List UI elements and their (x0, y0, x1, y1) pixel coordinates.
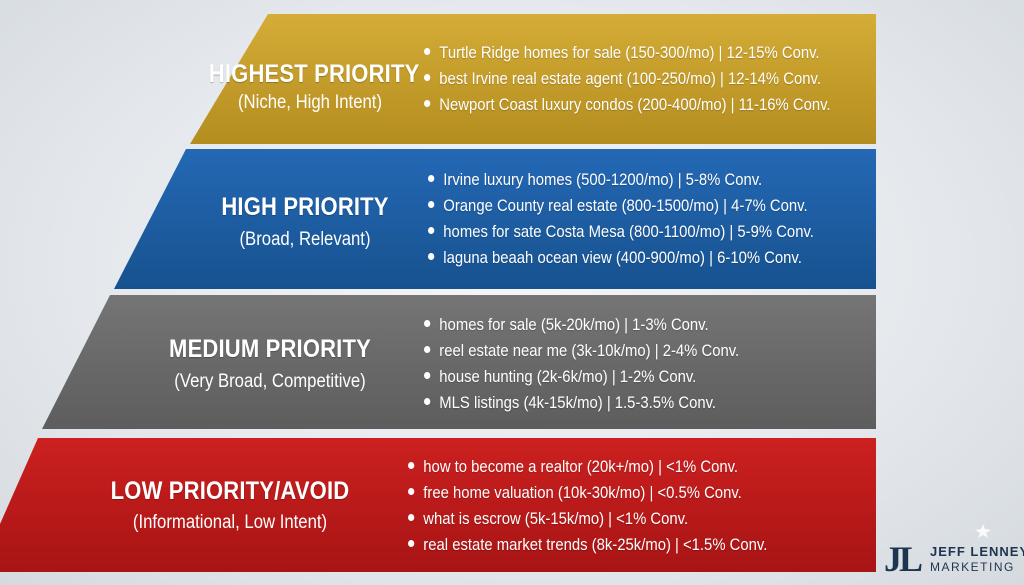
keyword-list: Irvine luxury homes (500-1200/mo) | 5-8%… (428, 167, 857, 271)
tier-medium-priority-band (42, 295, 876, 429)
logo-star-icon (975, 524, 991, 538)
keyword-text: homes for sate Costa Mesa (800-1100/mo) … (443, 223, 814, 241)
bullet-icon (424, 48, 431, 56)
bullet-icon (408, 462, 415, 470)
keyword-text: Turtle Ridge homes for sale (150-300/mo)… (439, 44, 820, 62)
keyword-item: what is escrow (5k-15k/mo) | <1% Conv. (408, 506, 767, 532)
logo-name: JEFF LENNEY (930, 544, 1024, 559)
bullet-icon (408, 514, 415, 522)
keyword-text: Newport Coast luxury condos (200-400/mo)… (439, 96, 831, 114)
keyword-list: how to become a realtor (20k+/mo) | <1% … (408, 454, 807, 558)
keyword-item: homes for sate Costa Mesa (800-1100/mo) … (428, 219, 814, 245)
keyword-item: best Irvine real estate agent (100-250/m… (424, 66, 831, 92)
keyword-item: laguna beaah ocean view (400-900/mo) | 6… (428, 245, 814, 271)
keyword-text: Orange County real estate (800-1500/mo) … (443, 197, 808, 215)
tier-medium-priority: MEDIUM PRIORITY (Very Broad, Competitive… (0, 295, 1024, 429)
keyword-text: MLS listings (4k-15k/mo) | 1.5-3.5% Conv… (439, 394, 717, 412)
tier-title: LOW PRIORITY/AVOID (110, 477, 350, 505)
keyword-text: free home valuation (10k-30k/mo) | <0.5%… (423, 484, 742, 502)
keyword-text: real estate market trends (8k-25k/mo) | … (423, 536, 768, 554)
keyword-text: laguna beaah ocean view (400-900/mo) | 6… (443, 249, 802, 267)
bullet-icon (424, 320, 431, 328)
bullet-icon (428, 201, 435, 209)
tier-high-priority: HIGH PRIORITY (Broad, Relevant) Irvine l… (0, 149, 1024, 289)
tier-highest-priority-band (190, 14, 876, 144)
bullet-icon (428, 227, 435, 235)
brand-logo: JL JEFF LENNEY MARKETING (884, 524, 1024, 580)
tier-subtitle: (Broad, Relevant) (239, 229, 371, 250)
tier-subtitle: (Informational, Low Intent) (132, 512, 328, 533)
keyword-item: Orange County real estate (800-1500/mo) … (428, 193, 814, 219)
keyword-item: homes for sale (5k-20k/mo) | 1-3% Conv. (424, 312, 739, 338)
keyword-text: how to become a realtor (20k+/mo) | <1% … (423, 458, 739, 476)
tier-low-priority-band (0, 438, 876, 572)
tier-highest-priority: HIGHEST PRIORITY (Niche, High Intent) Tu… (0, 14, 1024, 144)
bullet-icon (408, 540, 415, 548)
keyword-text: house hunting (2k-6k/mo) | 1-2% Conv. (439, 368, 697, 386)
keyword-text: Irvine luxury homes (500-1200/mo) | 5-8%… (443, 171, 763, 189)
keyword-item: real estate market trends (8k-25k/mo) | … (408, 532, 767, 558)
bullet-icon (408, 488, 415, 496)
keyword-item: MLS listings (4k-15k/mo) | 1.5-3.5% Conv… (424, 390, 739, 416)
keyword-item: Turtle Ridge homes for sale (150-300/mo)… (424, 40, 831, 66)
keyword-list: homes for sale (5k-20k/mo) | 1-3% Conv. … (424, 312, 774, 416)
bullet-icon (424, 100, 431, 108)
bullet-icon (424, 372, 431, 380)
tier-title: MEDIUM PRIORITY (169, 335, 371, 363)
tier-low-priority: LOW PRIORITY/AVOID (Informational, Low I… (0, 438, 1024, 572)
keyword-item: Newport Coast luxury condos (200-400/mo)… (424, 92, 831, 118)
bullet-icon (424, 346, 431, 354)
keyword-item: Irvine luxury homes (500-1200/mo) | 5-8%… (428, 167, 814, 193)
keyword-item: reel estate near me (3k-10k/mo) | 2-4% C… (424, 338, 739, 364)
keyword-text: homes for sale (5k-20k/mo) | 1-3% Conv. (439, 316, 709, 334)
keyword-text: reel estate near me (3k-10k/mo) | 2-4% C… (439, 342, 740, 360)
keyword-text: what is escrow (5k-15k/mo) | <1% Conv. (423, 510, 689, 528)
keyword-list: Turtle Ridge homes for sale (150-300/mo)… (424, 40, 876, 118)
keyword-item: house hunting (2k-6k/mo) | 1-2% Conv. (424, 364, 739, 390)
keyword-item: how to become a realtor (20k+/mo) | <1% … (408, 454, 767, 480)
bullet-icon (428, 175, 435, 183)
keyword-text: best Irvine real estate agent (100-250/m… (439, 70, 821, 88)
bullet-icon (424, 74, 431, 82)
bullet-icon (428, 253, 435, 261)
logo-tagline: MARKETING (930, 560, 1015, 574)
logo-mark: JL (884, 539, 923, 579)
tier-title: HIGHEST PRIORITY (208, 60, 420, 88)
bullet-icon (424, 398, 431, 406)
tier-high-priority-band (114, 149, 876, 289)
tier-subtitle: (Niche, High Intent) (237, 92, 383, 113)
keyword-item: free home valuation (10k-30k/mo) | <0.5%… (408, 480, 767, 506)
tier-title: HIGH PRIORITY (221, 193, 389, 221)
tier-subtitle: (Very Broad, Competitive) (174, 371, 366, 392)
